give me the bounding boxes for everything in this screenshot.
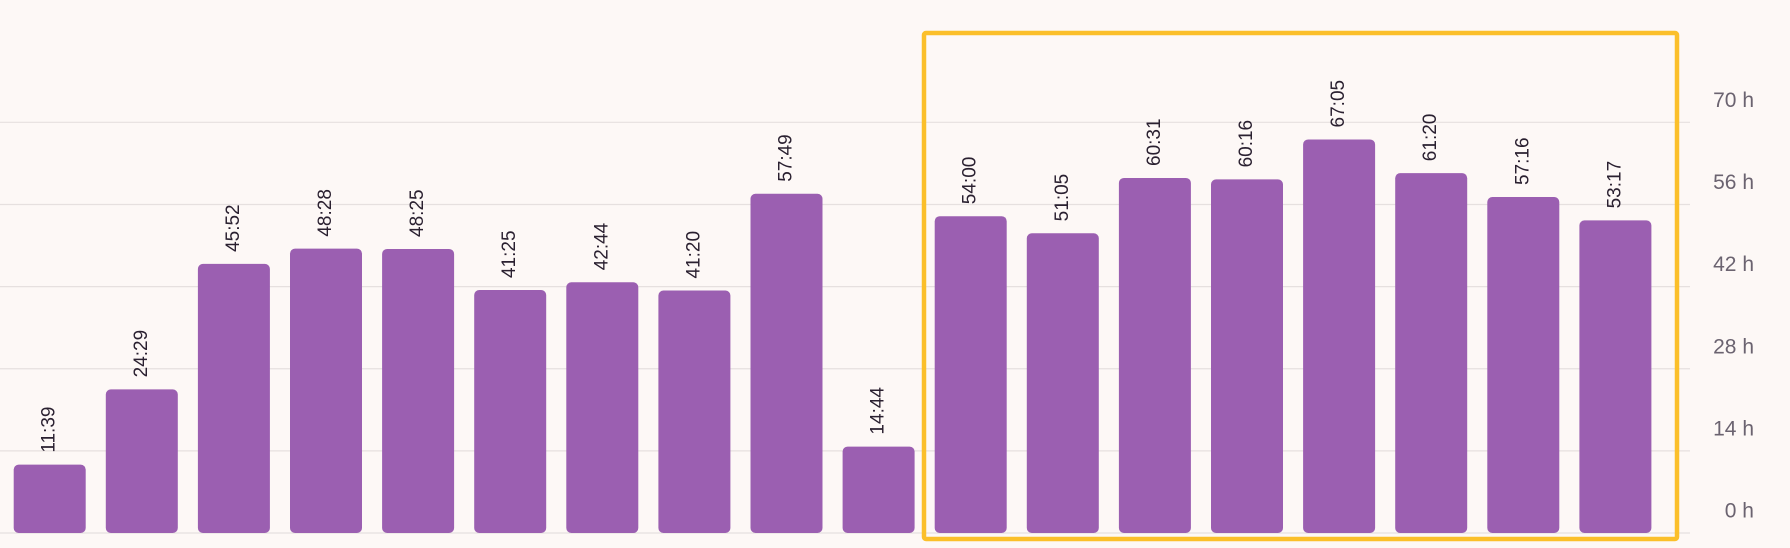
y-tick-label: 70 h — [1713, 89, 1754, 112]
value-label: 67:05 — [1328, 80, 1349, 128]
value-label: 42:44 — [591, 222, 612, 270]
value-label: 53:17 — [1604, 161, 1625, 209]
bar — [750, 193, 823, 533]
y-tick-label: 56 h — [1713, 171, 1754, 194]
bar — [1118, 177, 1191, 533]
value-label: 48:25 — [407, 189, 428, 237]
bar — [1026, 233, 1099, 533]
bar — [1579, 220, 1652, 533]
value-label: 51:05 — [1052, 174, 1073, 222]
bar — [197, 263, 270, 533]
value-label: 45:52 — [223, 204, 244, 252]
bar — [934, 216, 1007, 533]
value-label: 11:39 — [39, 407, 60, 453]
bar — [1211, 179, 1283, 533]
bar — [658, 290, 731, 533]
bar — [1487, 197, 1560, 534]
grid: 0 h 14 h 28 h 42 h 56 h 70 h — [0, 89, 1754, 534]
value-label: 57:16 — [1512, 137, 1533, 185]
value-label: 60:31 — [1144, 118, 1165, 166]
value-label: 41:20 — [683, 231, 704, 279]
value-label: 14:44 — [868, 387, 889, 435]
value-label: 24:29 — [131, 330, 152, 378]
value-label: 54:00 — [960, 157, 981, 205]
y-tick-label: 42 h — [1713, 253, 1754, 276]
value-label: 60:16 — [1236, 120, 1257, 168]
bar — [290, 248, 362, 533]
bar — [566, 282, 639, 533]
value-label: 41:25 — [499, 230, 520, 278]
y-tick-label: 14 h — [1713, 417, 1754, 440]
value-label: 57:49 — [776, 134, 797, 182]
value-label: 61:20 — [1420, 114, 1441, 162]
bar — [842, 446, 915, 533]
y-tick-label: 0 h — [1725, 500, 1754, 523]
y-tick-label: 28 h — [1713, 335, 1754, 358]
bar — [13, 464, 86, 533]
highlight-box — [921, 30, 1680, 542]
bar — [474, 290, 547, 533]
bar — [1303, 139, 1376, 533]
bars: 11:39 24:29 45:52 48:28 48:25 41:25 42:44 41:20… — [13, 80, 1652, 534]
value-label: 48:28 — [315, 189, 336, 237]
bar — [382, 248, 455, 533]
bar — [1395, 173, 1468, 533]
bar — [105, 389, 178, 533]
